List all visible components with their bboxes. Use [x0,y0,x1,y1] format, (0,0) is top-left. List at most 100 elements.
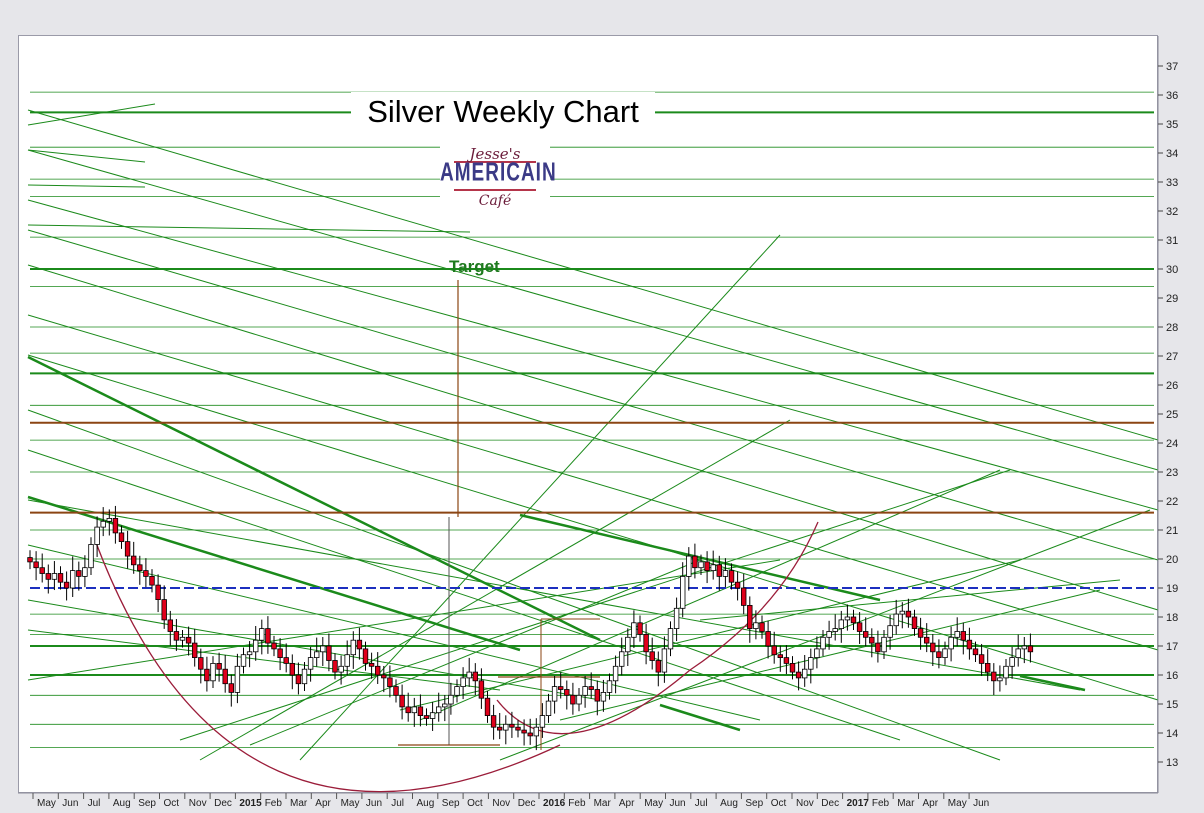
x-tick-label-9: Feb [265,798,283,809]
candle-body-70 [454,686,460,696]
candle-body-141 [887,625,893,638]
candle-body-131 [826,631,832,638]
candle-body-97 [619,651,625,667]
chart-title: Silver Weekly Chart [367,94,639,129]
x-tick-label-2: Jul [88,798,101,809]
y-tick-label-22: 35 [1166,119,1178,131]
x-tick-label-24: May [644,798,663,809]
candle-body-125 [789,663,796,673]
candle-body-150 [942,648,948,659]
x-tick-label-4: Sep [138,798,156,809]
candle-body-4 [51,573,58,580]
candle-body-60 [393,686,399,696]
y-tick-label-0: 13 [1166,757,1178,769]
y-tick-label-12: 25 [1166,409,1178,421]
candle-body-162 [1015,648,1021,659]
candle-body-71 [460,677,466,688]
x-tick-label-35: Apr [923,798,939,809]
candle-body-20 [149,576,155,586]
candle-body-153 [960,631,966,641]
trendline-12 [27,629,501,691]
candle-body-133 [838,619,844,630]
y-tick-label-24: 37 [1166,61,1178,73]
candle-body-51 [338,665,344,673]
y-tick-label-4: 17 [1166,641,1178,653]
candle-body-113 [716,564,722,577]
candle-body-109 [692,555,698,569]
candle-body-138 [869,636,875,644]
candle-body-83 [533,726,539,737]
candle-body-63 [411,706,417,714]
candle-body-98 [625,636,631,653]
candle-body-93 [594,689,600,702]
x-tick-label-25: Jun [670,798,686,809]
trendline-heavy-1 [27,495,521,652]
candle-body-52 [344,654,350,667]
y-tick-label-15: 28 [1166,322,1178,334]
candle-body-36 [246,651,253,656]
trendline-6 [27,354,1159,701]
logo-rule-top [454,161,536,163]
candle-body-81 [521,729,527,734]
candle-body-37 [252,639,259,653]
candle-body-40 [271,642,277,650]
candle-body-48 [320,645,326,653]
x-tick-label-28: Sep [745,798,763,809]
y-tick-label-13: 26 [1166,380,1178,392]
candle-body-64 [417,706,424,717]
candle-body-104 [661,648,668,673]
x-tick-label-8: 2015 [239,798,262,809]
candle-body-9 [82,567,88,577]
candle-body-0 [27,557,33,563]
candle-body-89 [570,694,576,705]
trendline-heavy-2 [519,513,881,602]
candle-body-26 [185,636,192,644]
candle-body-148 [930,642,936,653]
candle-body-30 [210,663,216,682]
candle-body-121 [765,631,771,647]
candle-body-145 [911,616,918,629]
candle-body-88 [564,689,570,696]
trendline-1 [27,149,1159,471]
trendline-24 [699,579,1121,621]
trendline-2 [27,199,1159,511]
x-tick-label-32: 2017 [847,798,870,809]
y-tick-label-11: 24 [1166,438,1178,450]
trendline-11 [27,599,601,701]
candle-body-117 [741,587,747,606]
candle-body-25 [179,636,186,641]
candle-body-102 [649,651,655,661]
candle-body-79 [509,723,515,728]
trendline-18 [27,103,156,126]
y-tick-label-10: 23 [1166,467,1178,479]
candle-body-33 [228,683,234,693]
trendline-7 [27,409,1001,761]
candle-body-5 [57,573,64,583]
logo-rule-bottom [454,189,536,191]
candle-body-80 [515,726,521,731]
candle-body-151 [948,636,954,650]
candle-body-123 [777,654,783,659]
x-tick-label-18: Nov [492,798,510,809]
x-tick-label-16: Sep [442,798,460,809]
x-tick-label-14: Jul [391,798,404,809]
trendline-8 [27,449,901,741]
candle-body-118 [747,605,753,630]
y-tick-label-17: 30 [1166,264,1178,276]
candle-body-69 [448,694,454,705]
candle-body-140 [881,636,887,653]
candle-body-100 [637,622,643,635]
x-tick-label-29: Oct [771,798,787,809]
x-tick-label-5: Oct [164,798,180,809]
x-tick-label-17: Oct [467,798,483,809]
candle-body-164 [1027,645,1034,653]
candle-body-44 [295,674,302,685]
candle-body-65 [423,715,430,719]
candle-body-67 [435,706,442,714]
candle-body-85 [545,700,552,716]
candle-body-139 [875,642,881,653]
candle-body-1 [33,561,39,569]
x-tick-label-37: Jun [973,798,989,809]
candle-body-99 [631,622,637,638]
candle-body-13 [106,518,112,522]
